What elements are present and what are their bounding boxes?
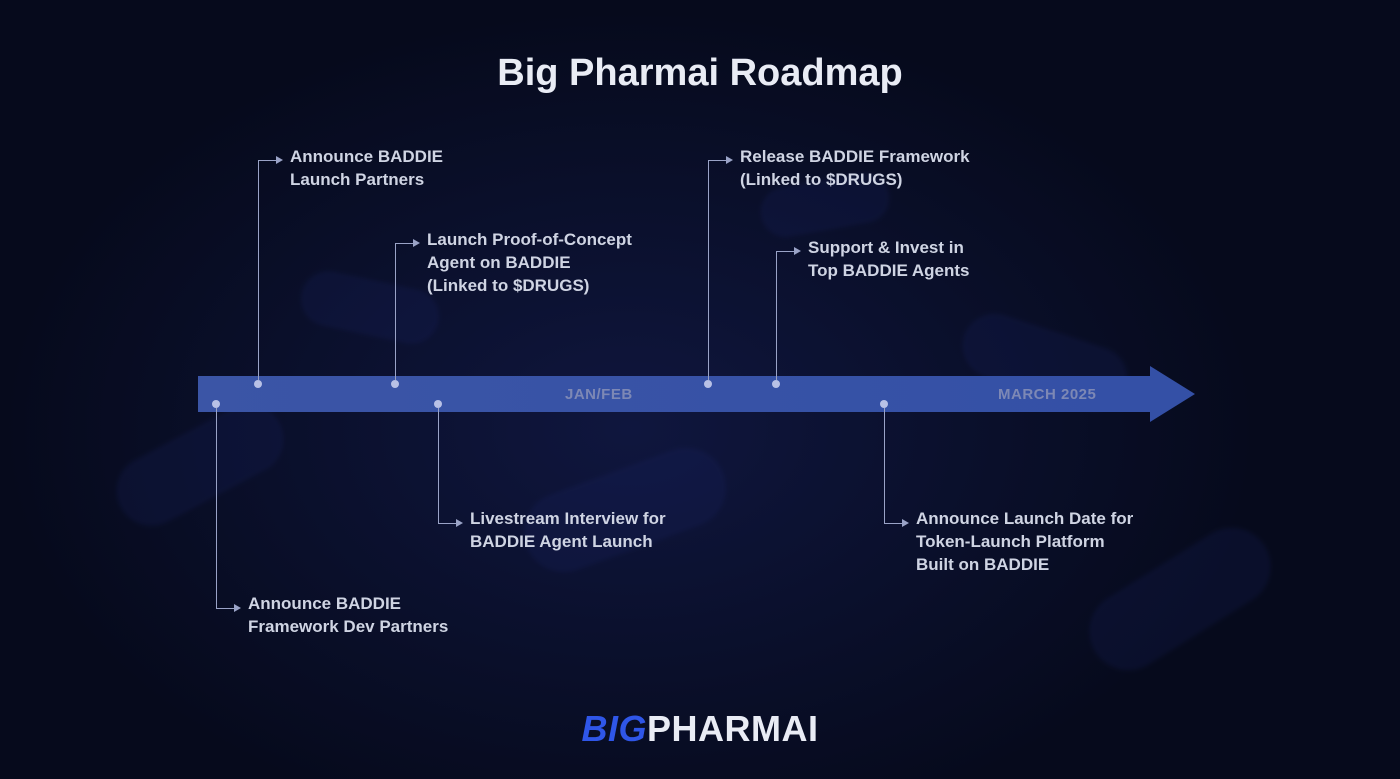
timeline-period-label: MARCH 2025 [998,386,1096,403]
milestone-launch-partners-label: Announce BADDIE Launch Partners [290,146,443,192]
milestone-support-invest-label: Support & Invest in Top BADDIE Agents [808,237,970,283]
milestone-dot [880,400,888,408]
milestone-connector-vertical [776,251,777,380]
milestone-connector-horizontal [216,608,234,609]
milestone-release-framework-label: Release BADDIE Framework (Linked to $DRU… [740,146,970,192]
milestone-dev-partners-label: Announce BADDIE Framework Dev Partners [248,593,448,639]
milestone-dot [704,380,712,388]
brand-logo-plain: PHARMAI [647,708,819,749]
milestone-dot [434,400,442,408]
brand-logo: BIGPHARMAI [0,708,1400,750]
milestone-connector-vertical [258,160,259,380]
milestone-connector-arrowhead-icon [794,247,801,255]
milestone-connector-vertical [708,160,709,380]
milestone-connector-arrowhead-icon [726,156,733,164]
milestone-connector-horizontal [395,243,413,244]
milestone-announce-launch-date-label: Announce Launch Date for Token-Launch Pl… [916,508,1133,577]
milestone-connector-horizontal [776,251,794,252]
timeline-period-label: JAN/FEB [565,386,633,403]
milestone-connector-horizontal [438,523,456,524]
milestone-connector-horizontal [258,160,276,161]
milestone-connector-arrowhead-icon [456,519,463,527]
milestone-poc-agent-label: Launch Proof-of-Concept Agent on BADDIE … [427,229,632,298]
timeline-arrow [0,0,1400,779]
milestone-connector-vertical [395,243,396,380]
milestone-livestream-label: Livestream Interview for BADDIE Agent La… [470,508,666,554]
brand-logo-accent: BIG [581,708,647,749]
milestone-connector-arrowhead-icon [234,604,241,612]
milestone-connector-horizontal [708,160,726,161]
milestone-connector-horizontal [884,523,902,524]
milestone-connector-arrowhead-icon [902,519,909,527]
milestone-connector-vertical [438,408,439,523]
milestone-connector-arrowhead-icon [413,239,420,247]
milestone-dot [254,380,262,388]
milestone-dot [391,380,399,388]
milestone-connector-vertical [884,408,885,523]
timeline-arrow-head [1150,366,1195,422]
milestone-connector-arrowhead-icon [276,156,283,164]
milestone-dot [772,380,780,388]
milestone-dot [212,400,220,408]
roadmap-stage: Big Pharmai Roadmap JAN/FEBMARCH 2025 An… [0,0,1400,779]
milestone-connector-vertical [216,408,217,608]
